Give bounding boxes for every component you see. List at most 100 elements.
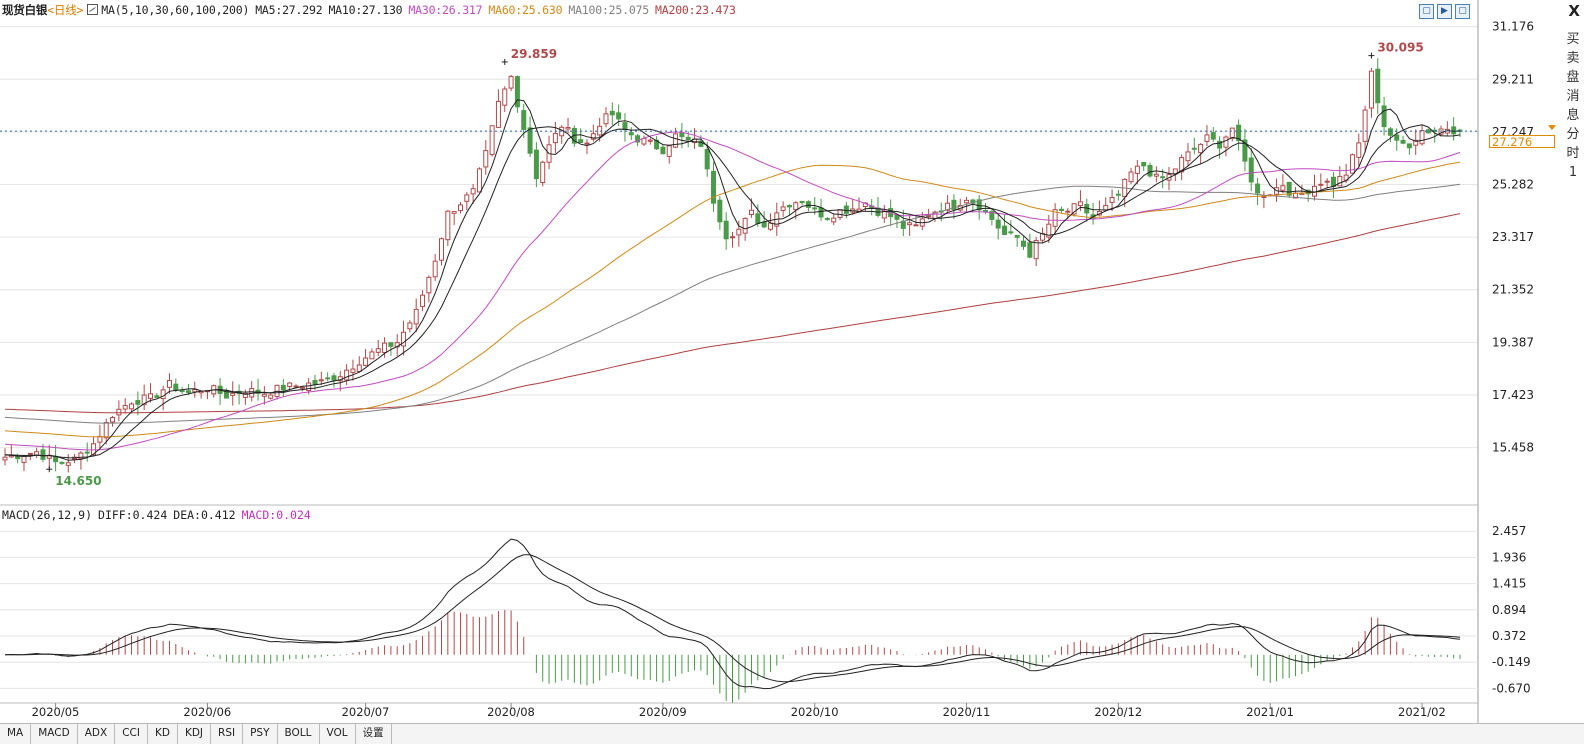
y-tick-label: 19.387 xyxy=(1492,335,1534,349)
candle-body xyxy=(445,210,451,241)
macd-y-tick-label: -0.149 xyxy=(1492,655,1531,669)
candle-body xyxy=(1413,139,1419,146)
y-tick-label: 15.458 xyxy=(1492,441,1534,455)
candle-body xyxy=(325,377,331,380)
candle-body xyxy=(110,417,116,423)
tab-macd[interactable]: MACD xyxy=(31,724,78,744)
macd-diff-value: DIFF:0.424 xyxy=(98,508,168,522)
candle-body xyxy=(1147,165,1153,177)
candle-body xyxy=(730,236,735,239)
candle-body xyxy=(1217,140,1223,149)
candle-body xyxy=(837,209,843,218)
close-icon[interactable]: X xyxy=(1568,2,1580,20)
candle-body xyxy=(552,133,558,144)
ma-settings-icon[interactable] xyxy=(87,4,99,15)
candle-body xyxy=(350,368,356,373)
tab-kdj[interactable]: KDJ xyxy=(178,724,212,744)
candle-body xyxy=(1198,143,1204,154)
diff-line xyxy=(4,538,1461,690)
candle-body xyxy=(647,139,653,142)
candle-body xyxy=(312,379,318,385)
candle-body xyxy=(122,405,128,410)
tab-rsi[interactable]: RSI xyxy=(211,724,244,744)
candle-body xyxy=(1058,208,1064,211)
current-price-box: 27.276 xyxy=(1489,135,1555,149)
candle-body xyxy=(1324,180,1330,183)
candle-body xyxy=(84,451,90,454)
candle-body xyxy=(1191,147,1197,150)
candle-body xyxy=(641,137,647,145)
candle-body xyxy=(2,456,8,461)
candle-body xyxy=(584,142,590,145)
x-tick-label: 2020/06 xyxy=(183,705,231,719)
tab-adx[interactable]: ADX xyxy=(78,724,116,744)
ma10-value: MA10:27.130 xyxy=(328,3,403,17)
side-panel-text: 买卖盘消息分时1 xyxy=(1566,32,1580,180)
tab-boll[interactable]: BOLL xyxy=(278,724,320,744)
candle-body xyxy=(723,220,729,240)
candle-body xyxy=(1381,105,1387,128)
candle-body xyxy=(318,379,324,382)
candle-body xyxy=(356,364,362,372)
candle-body xyxy=(369,351,375,360)
candle-body xyxy=(799,200,805,204)
candle-body xyxy=(945,202,951,211)
candle-body xyxy=(413,308,419,325)
candle-body xyxy=(786,204,792,208)
candle-body xyxy=(755,213,761,224)
candle-body xyxy=(148,393,153,399)
tab-设置[interactable]: 设置 xyxy=(356,724,392,744)
candle-body xyxy=(1033,240,1039,260)
candle-body xyxy=(331,375,337,381)
candle-body xyxy=(1387,128,1393,136)
candle-body xyxy=(103,422,109,439)
macd-value: MACD:0.024 xyxy=(241,508,311,522)
dea-line xyxy=(5,554,1461,683)
macd-y-tick-label: 0.894 xyxy=(1492,603,1526,617)
zoom-out-icon[interactable]: ▢ xyxy=(1419,4,1434,19)
ma5-value: MA5:27.292 xyxy=(255,3,323,17)
candle-body xyxy=(1141,161,1147,167)
tab-vol[interactable]: VOL xyxy=(320,724,356,744)
candle-body xyxy=(964,199,970,204)
candle-body xyxy=(622,122,628,131)
candle-body xyxy=(1349,154,1355,174)
x-tick-label: 2020/08 xyxy=(487,705,535,719)
candle-body xyxy=(635,135,641,143)
candle-body xyxy=(1052,209,1058,227)
candle-body xyxy=(711,170,717,204)
candle-body xyxy=(1109,197,1115,203)
candle-body xyxy=(21,455,27,463)
candle-body xyxy=(1451,126,1457,135)
candle-body xyxy=(1128,171,1134,183)
fit-icon[interactable]: ▢ xyxy=(1455,4,1470,19)
tab-kd[interactable]: KD xyxy=(148,724,178,744)
candle-body xyxy=(261,393,267,397)
candle-body xyxy=(907,222,913,226)
candle-body xyxy=(1134,165,1140,174)
period-label[interactable]: <日线> xyxy=(47,3,84,17)
candle-body xyxy=(666,145,672,157)
x-tick-label: 2021/02 xyxy=(1398,705,1446,719)
tab-ma[interactable]: MA xyxy=(0,724,32,744)
ma10-line xyxy=(4,124,1461,459)
chart-canvas[interactable]: 31.17629.21127.24725.28223.31721.35219.3… xyxy=(0,0,1584,723)
tab-cci[interactable]: CCI xyxy=(115,724,148,744)
candle-body xyxy=(1236,124,1242,142)
candle-body xyxy=(502,88,508,106)
candle-body xyxy=(685,136,691,141)
next-icon[interactable]: ▶ xyxy=(1437,4,1452,19)
candle-body xyxy=(1242,139,1248,162)
tab-psy[interactable]: PSY xyxy=(243,724,278,744)
candle-body xyxy=(1362,109,1368,142)
macd-label[interactable]: MACD(26,12,9) xyxy=(2,508,93,522)
candle-body xyxy=(540,161,546,184)
candle-body xyxy=(673,133,679,148)
x-tick-label: 2021/01 xyxy=(1246,705,1294,719)
candle-body xyxy=(375,348,381,353)
ma-label[interactable]: MA(5,10,30,60,100,200) xyxy=(101,3,250,17)
candle-body xyxy=(1008,231,1014,234)
candle-body xyxy=(1312,185,1317,197)
candle-body xyxy=(242,392,248,398)
candle-body xyxy=(1318,183,1324,186)
